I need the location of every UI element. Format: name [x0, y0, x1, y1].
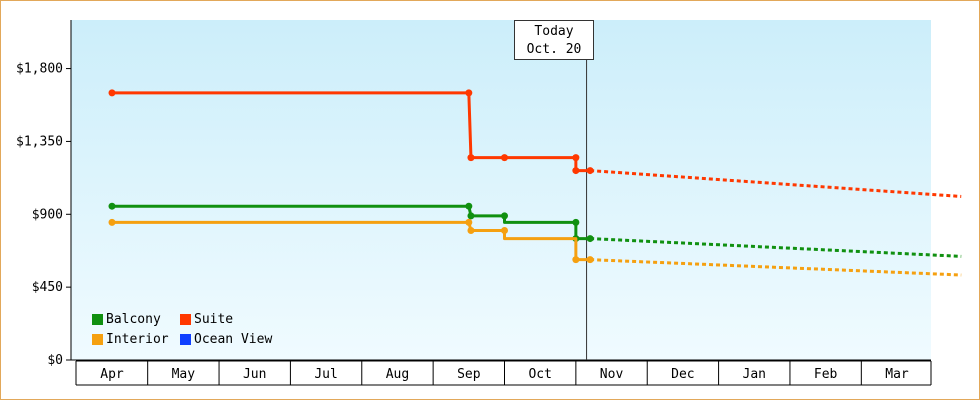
- today-date: Oct. 20: [526, 42, 582, 57]
- x-tick-label: Sep: [457, 367, 481, 382]
- legend-label: Ocean View: [194, 331, 273, 347]
- legend-item: Interior: [92, 331, 180, 347]
- data-point-interior: [586, 256, 594, 264]
- data-point-balcony: [465, 202, 473, 210]
- legend-swatch: [180, 313, 191, 325]
- data-point-interior: [108, 218, 116, 226]
- y-tick-label: $1,800: [16, 62, 63, 77]
- data-point-balcony: [108, 202, 116, 210]
- data-point-balcony: [501, 212, 508, 220]
- data-point-interior: [467, 226, 475, 234]
- forecast-line-interior: [590, 258, 962, 277]
- y-axis: $0 $450 $900 $1,350 $1,800: [16, 20, 931, 368]
- data-point-suite: [501, 154, 508, 162]
- x-tick-label: Mar: [885, 367, 909, 382]
- x-tick-label: Feb: [814, 367, 838, 382]
- data-point-suite: [586, 167, 594, 175]
- data-point-balcony: [572, 218, 580, 226]
- x-tick-label: Apr: [100, 367, 124, 382]
- data-point-suite: [467, 154, 475, 162]
- x-axis: Apr May Jun Jul Aug Sep Oct Nov Dec Jan Feb Mar: [75, 360, 932, 386]
- series-group: [108, 89, 962, 277]
- data-point-balcony: [467, 212, 475, 220]
- y-tick-label: $900: [32, 207, 63, 222]
- y-tick-label: $0: [47, 353, 63, 368]
- today-label: Today: [534, 24, 574, 39]
- x-tick-label: Dec: [671, 367, 694, 382]
- data-point-suite: [108, 89, 116, 97]
- legend-swatch: [180, 333, 191, 345]
- legend-item: Balcony: [92, 311, 180, 327]
- legend-item: Ocean View: [180, 331, 290, 347]
- x-tick-label: Nov: [600, 367, 624, 382]
- data-point-suite: [465, 89, 473, 97]
- y-tick-label: $1,350: [16, 134, 63, 149]
- data-point-interior: [465, 218, 473, 226]
- forecast-line-suite: [590, 169, 962, 198]
- x-tick-label: May: [172, 367, 196, 382]
- x-tick-label: Jul: [314, 367, 337, 382]
- data-point-balcony: [586, 235, 594, 243]
- data-point-interior: [572, 256, 580, 264]
- legend-label: Suite: [194, 311, 234, 327]
- data-point-interior: [501, 226, 508, 234]
- y-tick-label: $450: [32, 280, 63, 295]
- x-tick-label: Jan: [743, 367, 766, 382]
- data-point-suite: [572, 167, 580, 175]
- legend-swatch: [92, 313, 103, 325]
- plot-area: [71, 20, 931, 360]
- x-tick-label: Aug: [386, 367, 409, 382]
- x-tick-label: Oct: [528, 367, 551, 382]
- legend: Balcony Suite Interior Ocean View: [92, 311, 290, 347]
- legend-label: Interior: [106, 331, 169, 347]
- data-point-suite: [572, 154, 580, 162]
- today-callout: Today Oct. 20: [514, 20, 594, 60]
- legend-item: Suite: [180, 311, 290, 327]
- legend-label: Balcony: [106, 311, 161, 327]
- legend-swatch: [92, 333, 103, 345]
- forecast-line-balcony: [590, 237, 962, 258]
- x-tick-label: Jun: [243, 367, 266, 382]
